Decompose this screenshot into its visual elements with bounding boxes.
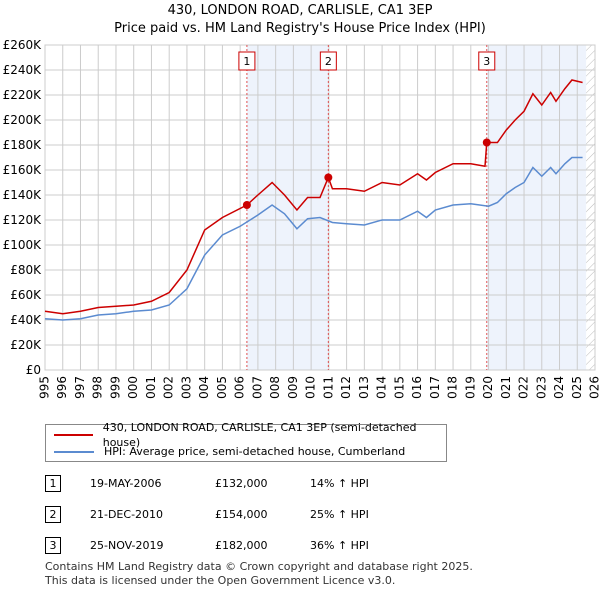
legend-red-line [54,433,93,436]
y-tick-label: £60K [10,288,42,302]
transaction-hpi: 14% ↑ HPI [310,477,369,490]
x-tick-label: 2023 [534,376,548,400]
x-tick-label: 2019 [463,376,477,400]
legend-blue-line [54,450,94,453]
y-tick-label: £140K [3,188,43,202]
shaded-period [486,45,587,370]
y-tick-label: £260K [3,38,43,52]
transaction-hpi: 36% ↑ HPI [310,539,369,552]
y-tick-label: £160K [3,163,43,177]
x-tick-label: 2010 [304,376,318,400]
transaction-number: 3 [45,537,61,554]
x-tick-label: 2014 [375,376,389,400]
x-tick-label: 2013 [357,376,371,400]
transaction-number: 1 [45,475,61,492]
y-tick-label: £200K [3,113,43,127]
footer-line: This data is licensed under the Open Gov… [45,574,396,587]
x-tick-label: 2000 [126,376,140,400]
x-tick-label: 1997 [73,376,87,400]
sale-label-box [238,51,256,71]
legend: 430, LONDON ROAD, CARLISLE, CA1 3EP (sem… [45,421,447,462]
x-tick-label: 2020 [481,376,495,400]
sale-label: 2 [325,55,332,68]
x-tick-label: 2001 [144,376,158,400]
sale-point [324,173,333,182]
x-tick-label: 2009 [286,376,300,400]
y-tick-label: £220K [3,88,43,102]
x-tick-label: 2012 [339,376,353,400]
y-tick-label: £180K [3,138,43,152]
transaction-number: 2 [45,506,61,523]
legend-label-hpi: HPI: Average price, semi-detached house,… [104,445,406,458]
x-tick-label: 1995 [38,376,52,400]
sale-label-box [478,51,496,71]
legend-label-property: 430, LONDON ROAD, CARLISLE, CA1 3EP (sem… [102,420,417,449]
transaction-price: £182,000 [215,539,268,552]
chart-title: 430, LONDON ROAD, CARLISLE, CA1 3EP [167,3,433,18]
x-tick-label: 2008 [268,376,282,400]
plot-frame [44,44,596,371]
x-tick-label: 2026 [588,376,600,400]
x-tick-label: 2015 [392,376,406,400]
x-tick-label: 2018 [446,376,460,400]
y-tick-label: £120K [3,213,43,227]
sale-label: 1 [243,55,250,68]
x-tick-label: 2024 [552,376,566,400]
x-tick-label: 2025 [570,376,584,400]
forecast-hatch [586,45,595,370]
transaction-date: 21-DEC-2010 [90,508,164,521]
x-tick-label: 1999 [108,376,122,400]
x-tick-label: 2005 [215,376,229,400]
series-line [44,79,583,315]
shaded-period [246,45,329,370]
sale-point [242,201,251,209]
x-tick-label: 2003 [179,376,193,400]
x-tick-label: 2002 [162,376,176,400]
y-tick-label: £0 [26,363,41,377]
transaction-date: 25-NOV-2019 [90,539,164,552]
price-chart: £0 £20K £40K £60K £80K £100K £120K £140K £160K £1… [3,38,600,400]
x-tick-label: 2011 [321,376,335,400]
sale-point [482,138,491,147]
y-tick-label: £40K [10,313,42,327]
y-tick-label: £80K [10,263,42,277]
transaction-price: £154,000 [215,508,268,521]
transaction-price: £132,000 [215,477,268,490]
x-tick-label: 1996 [55,376,69,400]
x-tick-label: 2022 [517,376,531,400]
x-tick-label: 2017 [428,376,442,400]
x-tick-label: 2004 [197,376,211,400]
sale-label: 3 [483,55,490,68]
x-tick-label: 2007 [250,376,264,400]
transaction-date: 19-MAY-2006 [90,477,162,490]
y-tick-label: £20K [10,338,42,352]
x-tick-label: 2006 [233,376,247,400]
y-tick-label: £240K [3,63,43,77]
series-line [44,156,583,321]
x-tick-label: 1998 [91,376,105,400]
x-tick-label: 2021 [499,376,513,400]
footer-line: Contains HM Land Registry data © Crown c… [45,560,473,573]
sale-label-box [319,51,337,71]
x-tick-label: 2016 [410,376,424,400]
transaction-hpi: 25% ↑ HPI [310,508,369,521]
y-tick-label: £100K [3,238,43,252]
footer: Contains HM Land Registry data © Crown c… [45,560,473,588]
chart-subtitle: Price paid vs. HM Land Registry's House … [114,21,486,36]
